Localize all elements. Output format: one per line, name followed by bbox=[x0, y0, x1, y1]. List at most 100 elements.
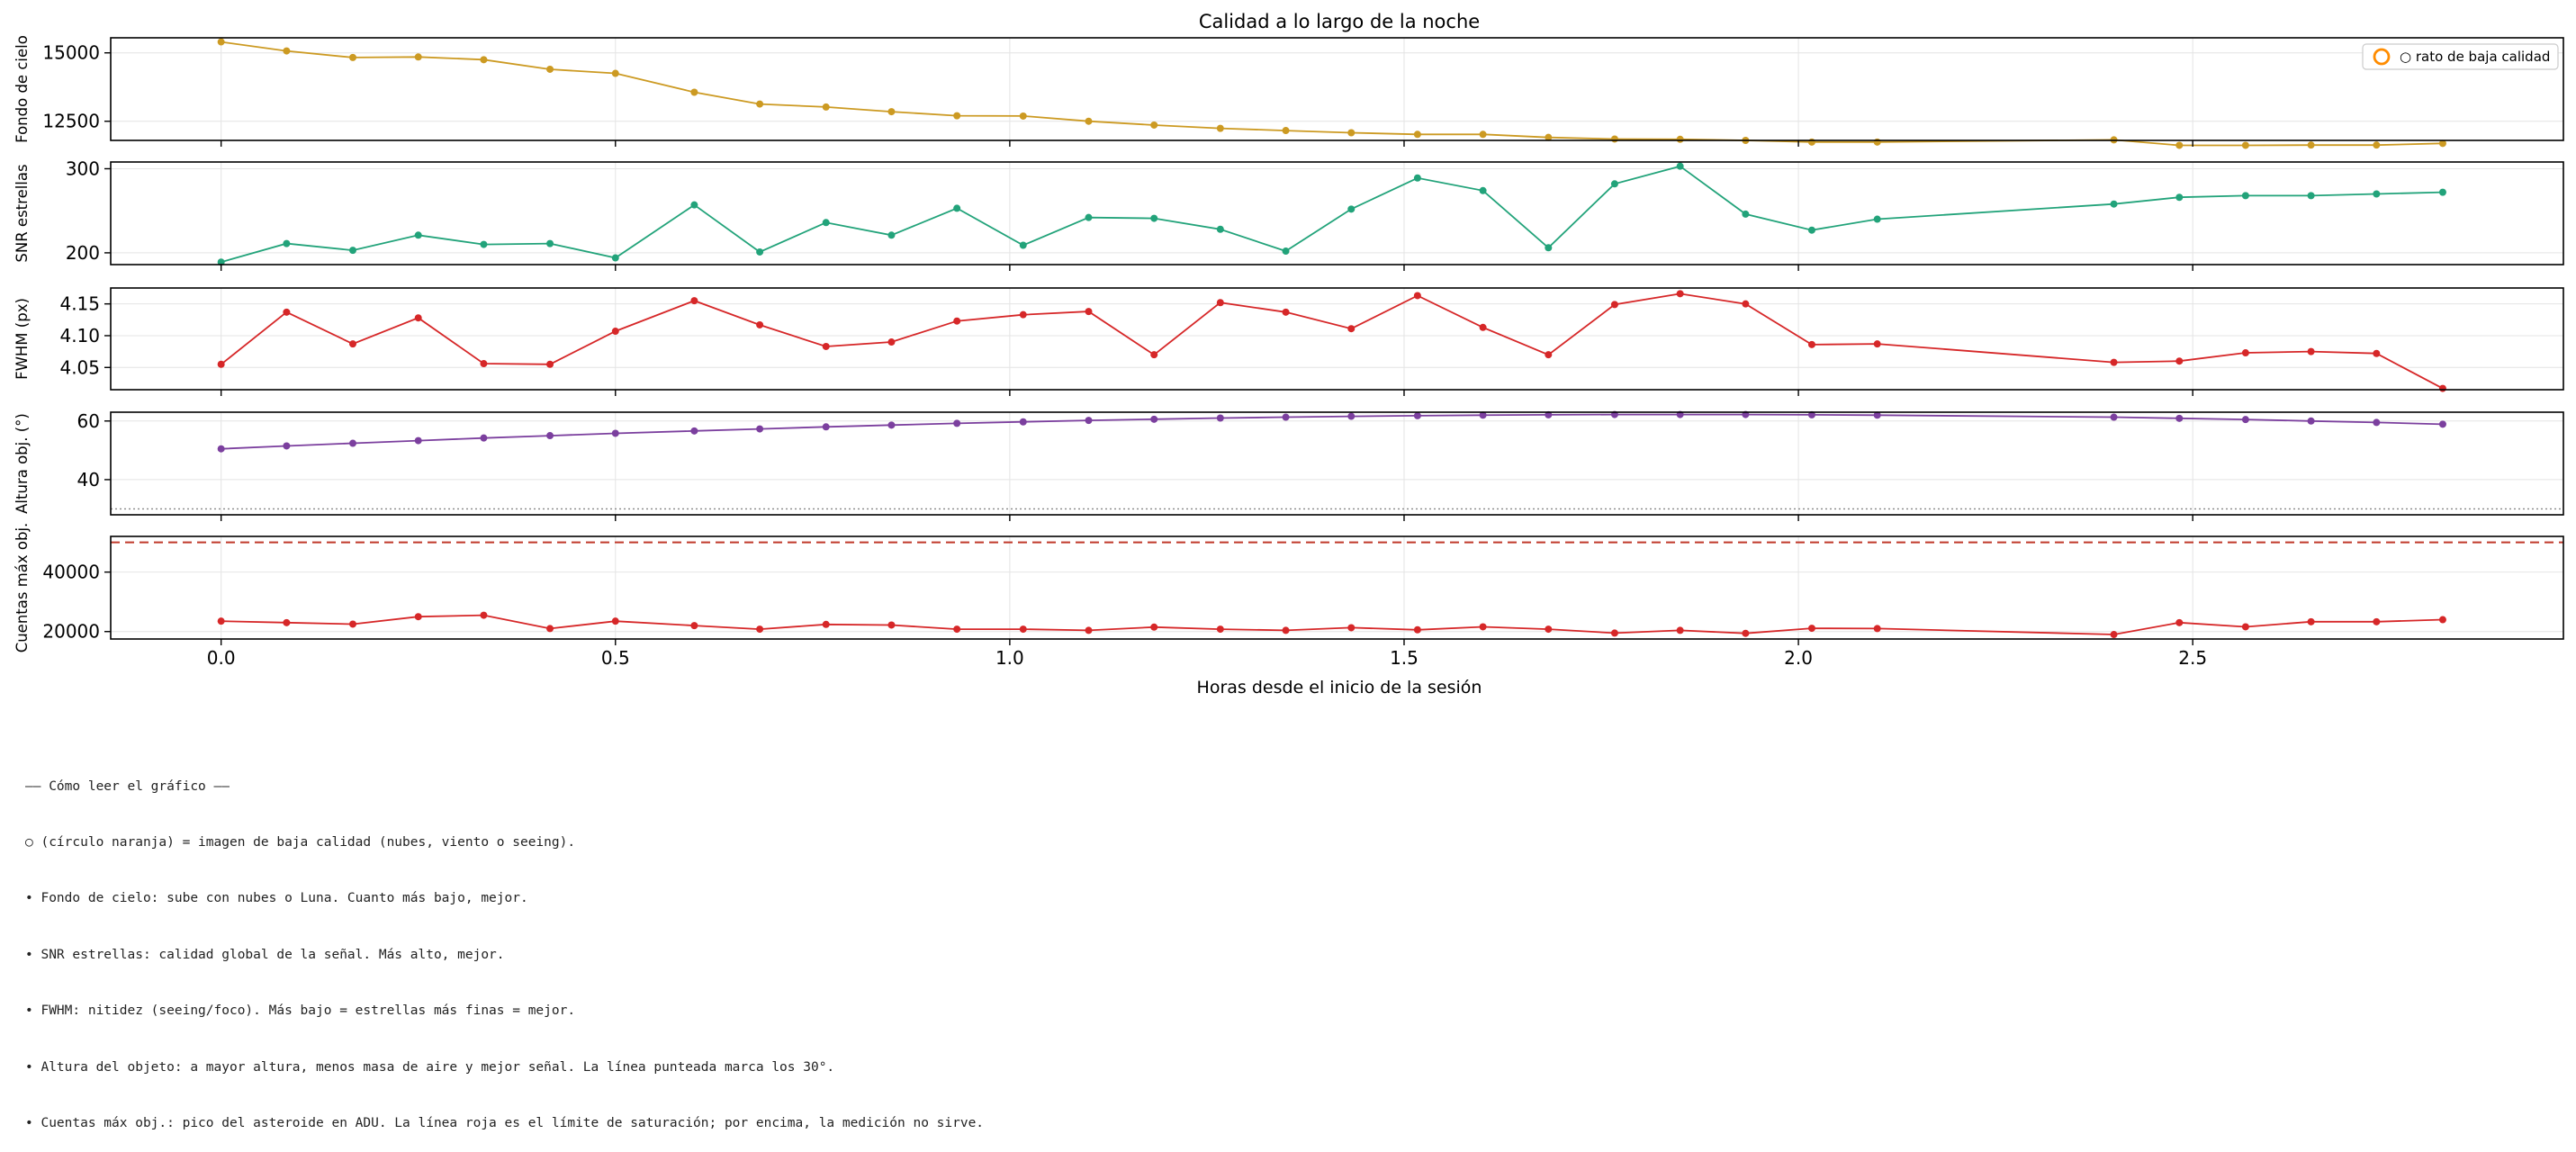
y-tick-label: 20000 bbox=[42, 621, 100, 643]
data-point bbox=[756, 425, 764, 433]
data-point bbox=[546, 432, 554, 440]
data-point bbox=[546, 360, 554, 368]
data-point bbox=[414, 231, 422, 239]
data-point bbox=[822, 423, 830, 431]
data-point bbox=[1150, 623, 1158, 631]
data-point bbox=[1610, 180, 1618, 188]
data-point bbox=[1742, 210, 1750, 218]
data-point bbox=[1019, 418, 1027, 426]
data-point bbox=[887, 338, 896, 346]
data-point bbox=[953, 204, 961, 212]
panel-frame bbox=[110, 37, 2564, 141]
data-point bbox=[2241, 141, 2249, 149]
data-point bbox=[414, 53, 422, 61]
data-point bbox=[611, 69, 619, 77]
data-point bbox=[283, 47, 291, 55]
data-point bbox=[1545, 626, 1553, 634]
data-point bbox=[2175, 141, 2184, 149]
data-point bbox=[1479, 186, 1487, 194]
series-line bbox=[221, 40, 2443, 147]
data-point bbox=[1676, 135, 1684, 143]
legend-marker-icon bbox=[2373, 48, 2391, 66]
data-point bbox=[2307, 417, 2315, 425]
data-point bbox=[1610, 301, 1618, 309]
data-point bbox=[1019, 626, 1027, 634]
data-point bbox=[217, 617, 225, 626]
data-point bbox=[2307, 192, 2315, 200]
data-point bbox=[2110, 631, 2118, 639]
notes-line: • SNR estrellas: calidad global de la se… bbox=[25, 947, 505, 962]
data-point bbox=[1545, 244, 1553, 252]
data-point bbox=[1545, 133, 1553, 141]
y-tick-label: 15000 bbox=[42, 42, 100, 64]
data-point bbox=[1347, 624, 1356, 632]
data-point bbox=[1413, 292, 1421, 300]
data-point bbox=[480, 360, 488, 368]
notes-line: • Cuentas máx obj.: pico del asteroide e… bbox=[25, 1115, 985, 1130]
y-tick-label: 40 bbox=[77, 469, 100, 490]
data-point bbox=[1150, 214, 1158, 222]
panel-frame bbox=[110, 536, 2564, 640]
data-point bbox=[1019, 310, 1027, 319]
data-point bbox=[1347, 325, 1356, 333]
data-point bbox=[1479, 623, 1487, 631]
reading-notes: —— Cómo leer el gráfico —— ○ (círculo na… bbox=[25, 740, 984, 1152]
data-point bbox=[1873, 625, 1881, 633]
y-tick-label: 200 bbox=[66, 242, 100, 264]
data-point bbox=[414, 613, 422, 621]
data-point bbox=[1742, 300, 1750, 308]
data-point bbox=[1216, 124, 1224, 132]
data-point bbox=[611, 328, 619, 336]
data-point bbox=[1085, 117, 1093, 125]
y-tick-label: 4.10 bbox=[59, 325, 100, 346]
data-point bbox=[953, 112, 961, 120]
data-point bbox=[1347, 412, 1356, 420]
data-point bbox=[1676, 290, 1684, 298]
notes-title: —— Cómo leer el gráfico —— bbox=[25, 778, 230, 794]
data-point bbox=[1807, 226, 1815, 234]
panel-frame bbox=[110, 161, 2564, 266]
data-point bbox=[2373, 349, 2381, 357]
data-point bbox=[1085, 417, 1093, 425]
data-point bbox=[690, 297, 698, 305]
data-point bbox=[1150, 351, 1158, 359]
series-line bbox=[221, 614, 2443, 635]
data-point bbox=[822, 620, 830, 628]
data-point bbox=[546, 239, 554, 248]
data-point bbox=[2438, 384, 2446, 392]
data-point bbox=[1216, 299, 1224, 307]
data-point bbox=[217, 445, 225, 453]
y-tick-label: 60 bbox=[77, 410, 100, 432]
data-point bbox=[756, 248, 764, 256]
data-point bbox=[1479, 130, 1487, 139]
data-point bbox=[1150, 415, 1158, 423]
data-point bbox=[1479, 411, 1487, 419]
y-tick-label: 4.05 bbox=[59, 356, 100, 378]
panel-3: 4.05 4.10 4.15 FWHM (px) bbox=[14, 287, 2564, 396]
data-point bbox=[822, 219, 830, 227]
data-point bbox=[953, 419, 961, 428]
notes-line: • Altura del objeto: a mayor altura, men… bbox=[25, 1059, 835, 1075]
data-point bbox=[690, 88, 698, 96]
data-point bbox=[822, 342, 830, 350]
data-point bbox=[2175, 414, 2184, 422]
data-point bbox=[1807, 410, 1815, 418]
data-point bbox=[2438, 140, 2446, 148]
x-tick-label: 0.0 bbox=[207, 647, 236, 669]
x-tick-label: 2.0 bbox=[1784, 647, 1813, 669]
data-point bbox=[480, 240, 488, 248]
data-point bbox=[2373, 617, 2381, 626]
panel-frame bbox=[110, 411, 2564, 516]
data-point bbox=[1413, 174, 1421, 182]
data-point bbox=[217, 258, 225, 266]
data-point bbox=[348, 53, 356, 61]
data-point bbox=[2373, 418, 2381, 427]
data-point bbox=[480, 56, 488, 64]
notes-line: • Fondo de cielo: sube con nubes o Luna.… bbox=[25, 891, 528, 906]
data-point bbox=[1873, 138, 1881, 146]
panel-5: 20000 40000 Cuentas máx obj. bbox=[14, 523, 2564, 652]
x-tick-label: 2.5 bbox=[2178, 647, 2207, 669]
data-point bbox=[546, 625, 554, 633]
data-point bbox=[1282, 127, 1290, 135]
y-tick-label: 12500 bbox=[42, 111, 100, 132]
